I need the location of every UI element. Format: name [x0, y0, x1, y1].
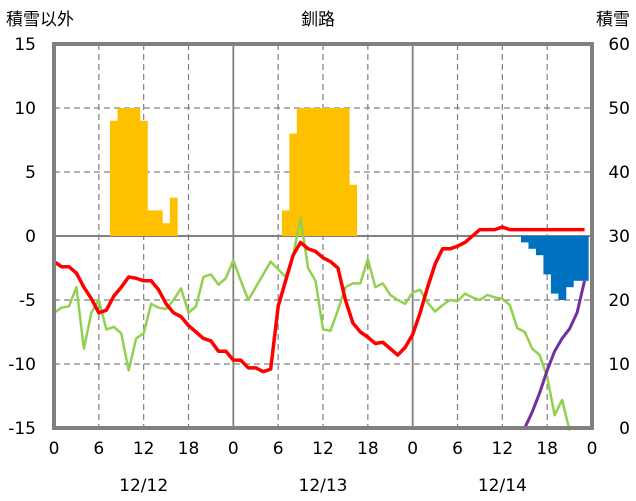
snowfall-bar	[311, 108, 320, 236]
snowfall-bar	[117, 108, 126, 236]
snowfall-bar	[341, 108, 350, 236]
snowfall-bar	[124, 108, 133, 236]
snowfall-bar	[289, 133, 298, 236]
right-axis-label: 積雪	[596, 10, 630, 30]
snow-depth-change-bar	[558, 236, 567, 300]
left-tick-label: 0	[25, 227, 36, 247]
left-tick-label: -15	[8, 419, 36, 439]
date-label: 12/14	[478, 476, 527, 496]
snow-depth-change-bar	[580, 236, 589, 281]
grid-layer	[54, 44, 592, 428]
right-tick-label: 0	[619, 419, 630, 439]
snowfall-bar	[110, 120, 118, 236]
right-tick-label: 40	[608, 163, 630, 183]
x-tick-label: 12	[312, 439, 334, 459]
right-tick-label: 60	[608, 35, 630, 55]
snowfall-bar	[319, 108, 328, 236]
left-tick-label: 15	[14, 35, 36, 55]
plot-frame	[52, 42, 594, 430]
right-tick-label: 30	[608, 227, 630, 247]
right-tick-label: 50	[608, 99, 630, 119]
snowfall-bar	[162, 223, 171, 236]
x-tick-label: 6	[273, 439, 284, 459]
x-tick-label: 6	[93, 439, 104, 459]
snowfall-bar	[326, 108, 335, 236]
x-tick-label: 0	[407, 439, 418, 459]
snow-depth-change-bar	[550, 236, 559, 294]
snow-depth-change-bar	[573, 236, 582, 281]
left-tick-label: -10	[8, 355, 36, 375]
secondary-line	[53, 216, 571, 431]
chart-title: 釧路	[301, 10, 335, 30]
snowfall-bar	[139, 120, 148, 236]
x-tick-label: 18	[357, 439, 379, 459]
snowfall-bar	[334, 108, 343, 236]
left-axis-label: 積雪以外	[6, 10, 74, 30]
x-tick-label: 12	[492, 439, 514, 459]
snow-depth-change-bar	[565, 236, 574, 288]
left-tick-label: -5	[19, 291, 36, 311]
snow-depth-change-bar	[535, 236, 544, 256]
right-tick-label: 20	[608, 291, 630, 311]
snowfall-bar	[349, 184, 358, 236]
snowfall-bar	[132, 108, 141, 236]
snow-depth-change-bar	[528, 236, 537, 249]
snow-depth-change-bar	[521, 236, 529, 243]
right-tick-label: 10	[608, 355, 630, 375]
x-tick-label: 12	[133, 439, 155, 459]
left-tick-label: 10	[14, 99, 36, 119]
snowfall-bar	[147, 210, 156, 236]
snow-depth-line	[54, 280, 586, 430]
left-tick-label: 5	[25, 163, 36, 183]
x-tick-label: 0	[228, 439, 239, 459]
x-tick-label: 0	[587, 439, 598, 459]
date-label: 12/12	[119, 476, 168, 496]
x-tick-label: 18	[536, 439, 558, 459]
snowfall-bar	[169, 197, 178, 236]
snowfall-bar	[154, 210, 163, 236]
date-label: 12/13	[299, 476, 348, 496]
x-tick-label: 18	[178, 439, 200, 459]
snowfall-bar	[304, 108, 313, 236]
bars-layer	[110, 108, 589, 300]
x-tick-label: 6	[452, 439, 463, 459]
temperature-line	[53, 225, 585, 374]
snow-depth-change-bar	[543, 236, 552, 275]
x-tick-label: 0	[49, 439, 60, 459]
snowfall-bar	[281, 210, 290, 236]
lines-layer	[53, 216, 586, 431]
snowfall-bar	[296, 108, 305, 236]
